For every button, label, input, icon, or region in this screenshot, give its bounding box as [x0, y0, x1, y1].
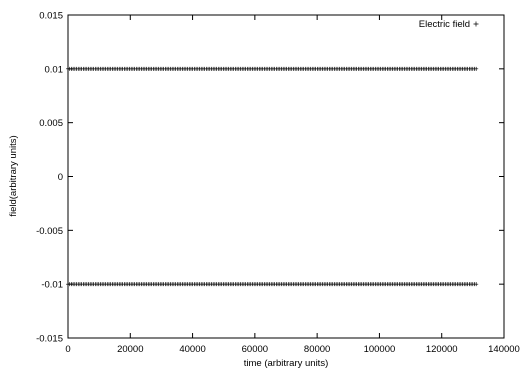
y-axis-label: field(arbitrary units): [8, 135, 19, 216]
y-tick-label: 0: [58, 172, 63, 183]
x-tick-label: 60000: [242, 344, 268, 355]
legend: Electric field: [419, 19, 479, 30]
tick-labels: 0 20000 40000 60000 80000 100000 120000 140000 -…: [36, 11, 520, 356]
legend-label: Electric field: [419, 19, 470, 30]
y-tick-label: -0.015: [36, 334, 63, 345]
y-tick-label: -0.005: [36, 226, 63, 237]
plot-frame: [67, 14, 505, 339]
x-tick-label: 40000: [179, 344, 205, 355]
y-tick-label: 0.005: [39, 118, 63, 129]
x-tick-label: 0: [65, 344, 70, 355]
y-tick-label: -0.01: [41, 280, 63, 291]
x-axis-label: time (arbitrary units): [244, 358, 328, 369]
y-tick-label: 0.01: [45, 64, 64, 75]
x-tick-label: 120000: [426, 344, 458, 355]
x-tick-label: 20000: [117, 344, 143, 355]
legend-marker: [473, 21, 479, 27]
data-point: [474, 66, 479, 71]
x-tick-label: 100000: [364, 344, 396, 355]
axis-ticks: [67, 14, 505, 339]
data-points: [66, 66, 479, 287]
x-tick-label: 80000: [304, 344, 330, 355]
y-tick-label: 0.015: [39, 11, 63, 22]
legend-marker-symbol: [473, 21, 479, 27]
data-point: [474, 282, 479, 287]
x-tick-label: 140000: [488, 344, 520, 355]
